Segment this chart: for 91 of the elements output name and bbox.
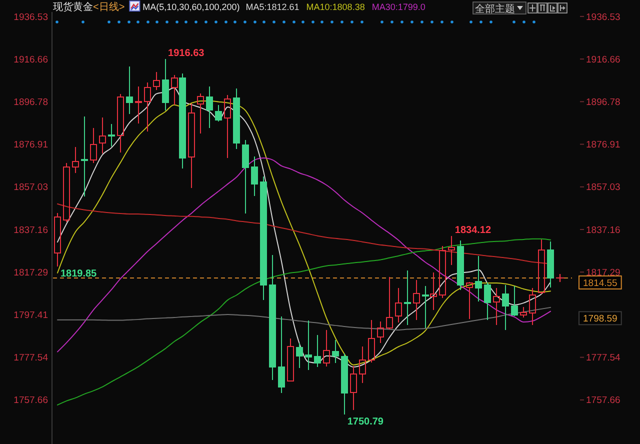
candlestick [81, 116, 88, 198]
candlestick [422, 285, 429, 329]
candlestick [439, 245, 446, 299]
candlestick [171, 74, 178, 106]
candlestick [296, 342, 303, 369]
candlestick [162, 58, 169, 112]
candlestick [206, 86, 213, 129]
y-tick-label: 1797.41 [14, 310, 48, 322]
candlestick [404, 270, 411, 326]
candlestick [529, 288, 536, 326]
candlestick [179, 72, 186, 169]
candlestick [251, 156, 258, 196]
candlestick [332, 339, 339, 364]
candlestick [430, 272, 437, 311]
candlestick [350, 365, 357, 410]
candlestick [368, 319, 375, 364]
line-series [56, 238, 552, 406]
candlestick [260, 176, 267, 300]
candlestick [314, 334, 321, 368]
annotation: 1819.85 [60, 268, 98, 280]
candlestick [269, 254, 276, 380]
candlestick [413, 279, 420, 320]
text: MA30:1799.0 [372, 2, 426, 12]
y-tick-label: 1916.66 [14, 54, 48, 66]
chart-title: 现货黄金 [53, 1, 93, 13]
candlestick [287, 338, 294, 382]
y-tick-label: 1837.16 [14, 224, 48, 236]
candlestick [359, 346, 366, 384]
y2-tick-label: 1896.78 [586, 96, 620, 108]
ref-line-label: 1814.55 [583, 278, 618, 289]
candlestick [395, 288, 402, 324]
y2-tick-label: 1837.16 [586, 224, 620, 236]
candlestick [386, 276, 393, 330]
candlestick [538, 238, 545, 294]
candlestick [126, 66, 133, 115]
y-tick-label: 1936.53 [14, 12, 48, 23]
candlestick [117, 93, 124, 154]
text: MA10:1808.38 [306, 2, 365, 12]
candlestick [511, 285, 518, 316]
y2-tick-label: 1817.29 [586, 267, 620, 278]
y-tick-label: 1876.91 [14, 140, 48, 151]
y-tick-label: 1757.66 [14, 395, 48, 406]
candlestick [224, 94, 231, 159]
candlestick [135, 86, 142, 124]
candlestick [475, 255, 482, 302]
candlestick [99, 116, 106, 154]
candlestick [233, 88, 240, 150]
candlestick [502, 284, 509, 330]
y2-tick-label: 1777.54 [586, 352, 620, 364]
candlestick [520, 306, 527, 318]
line-series [56, 158, 552, 352]
candlestick [341, 352, 348, 416]
candlestick [108, 123, 115, 148]
candlestick [90, 128, 97, 164]
candlestick [63, 162, 70, 222]
candlestick [448, 235, 455, 266]
candlestick [457, 240, 464, 290]
candlestick [377, 321, 384, 344]
candlestick [197, 92, 204, 134]
text: MA5:1812.61 [246, 2, 300, 12]
text: 1798.59 [583, 314, 618, 325]
y2-tick-label: 1857.03 [586, 182, 620, 194]
candlestick [547, 241, 554, 288]
y2-tick-label: 1936.53 [586, 12, 620, 23]
candlestick [484, 282, 491, 320]
candlestick [54, 212, 61, 268]
y-tick-label: 1777.54 [14, 352, 48, 364]
y-tick-label: 1817.29 [14, 267, 48, 278]
candlestick [144, 82, 151, 132]
candlestick [323, 329, 330, 368]
annotation: 全部主题 [475, 3, 515, 15]
candlestick [153, 72, 160, 91]
y-tick-label: 1896.78 [14, 96, 48, 108]
y2-tick-label: 1876.91 [586, 140, 620, 151]
y-tick-label: 1857.03 [14, 182, 48, 194]
candlestick [188, 102, 195, 189]
candlestick [466, 281, 473, 320]
candlestick [72, 146, 79, 174]
line-series [56, 306, 552, 330]
candlestick [305, 320, 312, 370]
y2-tick-label: 1916.66 [586, 54, 620, 66]
annotation: 1750.79 [347, 416, 384, 428]
annotation: 1916.63 [168, 48, 205, 60]
candlestick [278, 316, 285, 394]
y2-tick-label: 1757.66 [586, 395, 620, 406]
candlestick [242, 139, 249, 214]
annotation: 1834.12 [454, 224, 492, 236]
legend-title: MA(5,10,30,60,100,200) [142, 2, 240, 12]
candlestick [215, 104, 222, 122]
candlestick [493, 288, 500, 326]
chart-subtitle: <日线> [93, 1, 125, 13]
